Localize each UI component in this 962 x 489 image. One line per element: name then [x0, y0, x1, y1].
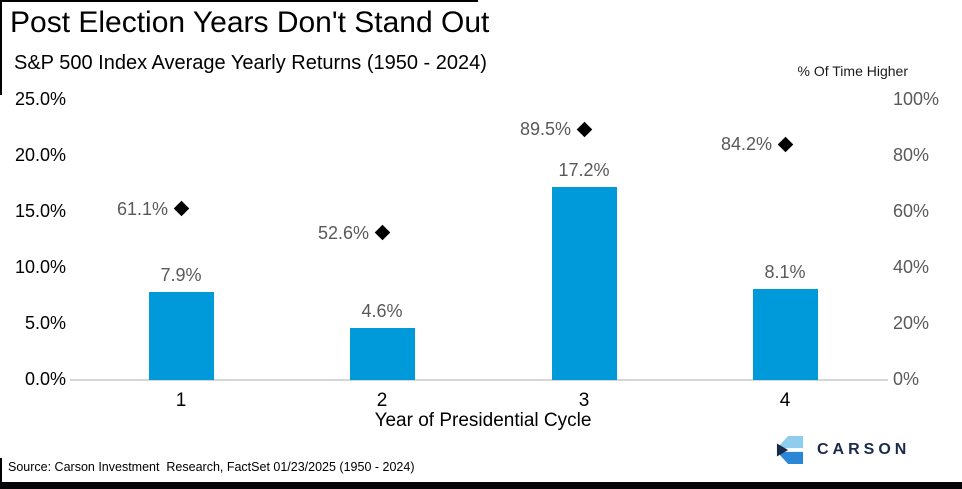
x-axis-tick-label: 4 [779, 390, 791, 411]
bar [148, 291, 214, 380]
left-axis-tick-label: 25.0% [14, 89, 66, 109]
left-axis-tick-label: 10.0% [14, 257, 66, 277]
chart-subtitle: S&P 500 Index Average Yearly Returns (19… [14, 52, 487, 74]
x-axis-tick-label: 3 [578, 390, 590, 411]
right-axis-tick-label: 60% [893, 201, 930, 221]
x-axis-title: Year of Presidential Cycle [374, 410, 592, 431]
bar-value-label: 4.6% [361, 301, 403, 322]
diamond-marker [777, 136, 793, 153]
carson-logo: CARSON [776, 434, 910, 466]
diamond-marker [576, 121, 592, 138]
frame-top-border [0, 0, 478, 2]
right-axis-tick-label: 0% [893, 369, 920, 389]
bar [551, 187, 617, 380]
marker-value-label: 52.6% [317, 222, 369, 243]
marker-value-label: 89.5% [519, 119, 571, 140]
bar-value-label: 8.1% [764, 262, 806, 283]
right-axis-tick-label: 20% [893, 313, 930, 333]
left-axis-tick-label: 20.0% [14, 145, 66, 165]
carson-logo-icon [776, 436, 804, 464]
x-axis-line [70, 379, 888, 381]
right-axis-tick-label: 80% [893, 145, 930, 165]
right-axis-title: % Of Time Higher [797, 63, 908, 79]
frame-left-border-top [0, 0, 2, 95]
left-axis-tick-label: 0.0% [24, 369, 66, 389]
bar [349, 328, 415, 380]
x-axis-tick-label: 1 [175, 390, 187, 411]
bar-value-label: 17.2% [558, 160, 610, 181]
marker-value-label: 61.1% [116, 198, 168, 219]
x-axis-tick-label: 2 [376, 390, 388, 411]
left-axis-tick-label: 5.0% [24, 313, 66, 333]
source-note: Source: Carson Investment Research, Fact… [8, 460, 415, 474]
marker-value-label: 84.2% [720, 134, 772, 155]
diamond-marker [173, 201, 189, 217]
right-axis-tick-label: 40% [893, 257, 930, 277]
right-axis-tick-label: 100% [893, 89, 940, 109]
carson-logo-text: CARSON [817, 441, 911, 458]
frame-left-border-bottom [0, 458, 2, 489]
bottom-accent-bar [0, 482, 962, 489]
bar-value-label: 7.9% [160, 264, 202, 285]
chart-title: Post Election Years Don't Stand Out [10, 6, 490, 39]
bar [752, 289, 818, 380]
diamond-marker [374, 224, 390, 241]
left-axis-tick-label: 15.0% [14, 201, 66, 221]
